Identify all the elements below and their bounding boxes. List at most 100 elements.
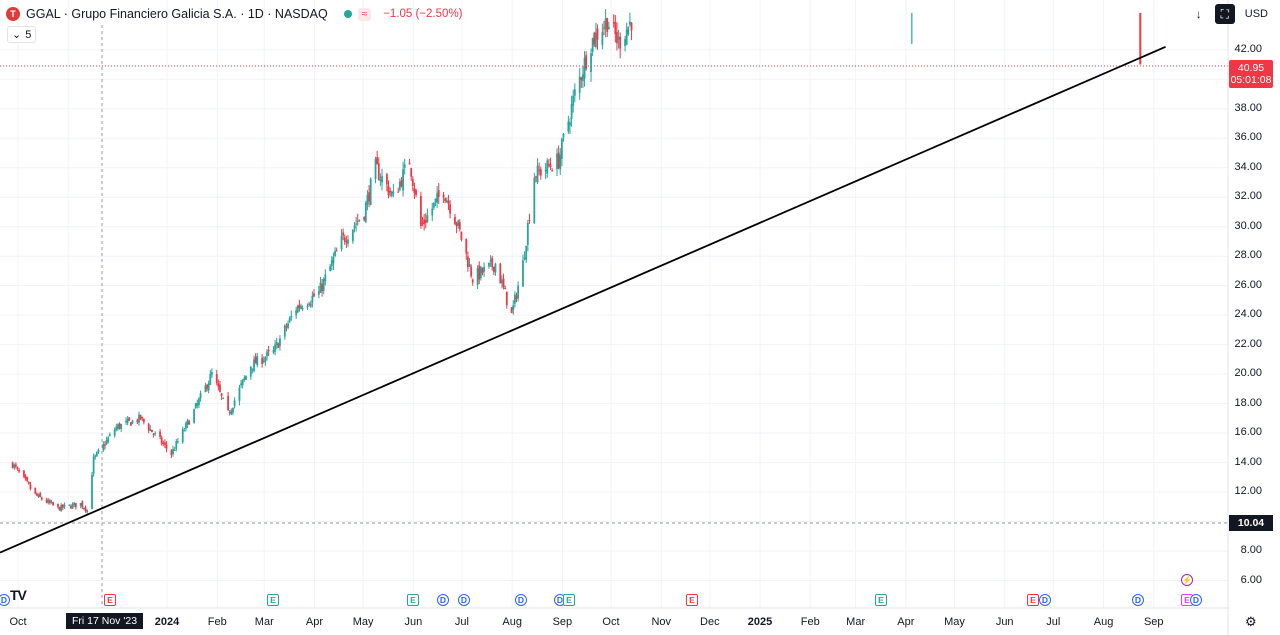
candle-body — [402, 169, 404, 191]
candle-body — [488, 262, 490, 267]
candle-body — [256, 356, 259, 366]
dividend-event-icon[interactable]: D — [458, 594, 470, 606]
earnings-event-icon[interactable]: E — [267, 594, 279, 606]
price-tick-label: 32.00 — [1234, 190, 1262, 203]
trend-line — [0, 45, 1166, 554]
candle-body — [593, 32, 596, 45]
candle-body — [117, 424, 119, 429]
candle-body — [68, 504, 71, 506]
dividend-event-icon[interactable]: D — [0, 594, 10, 606]
candle-body — [526, 222, 529, 245]
arrow-down-icon[interactable]: ↓ — [1195, 7, 1202, 21]
candle-body — [549, 164, 552, 168]
candle-body — [557, 152, 560, 169]
candle-body — [300, 306, 302, 309]
candle-body — [449, 204, 451, 214]
candle-body — [573, 89, 576, 96]
candle-body — [591, 38, 594, 52]
candle-body — [398, 181, 401, 190]
candle-body — [115, 426, 118, 430]
candle-body — [70, 506, 72, 509]
candle-body — [515, 295, 518, 299]
earnings-event-icon[interactable]: E — [875, 594, 887, 606]
currency-label[interactable]: USD — [1244, 8, 1268, 20]
price-tick-label: 42.00 — [1234, 42, 1262, 55]
candle-body — [570, 103, 573, 119]
price-tick-label: 30.00 — [1234, 219, 1262, 232]
dividend-event-icon[interactable]: D — [1039, 594, 1051, 606]
price-tick-label: 24.00 — [1234, 308, 1262, 321]
candle-body — [424, 219, 427, 224]
earnings-event-icon[interactable]: E — [686, 594, 698, 606]
candle-body — [107, 437, 110, 442]
candle-body — [125, 420, 127, 423]
indicators-toggle[interactable]: ⌄ 5 — [7, 26, 37, 43]
candle-body — [499, 263, 502, 284]
candle-body — [377, 163, 380, 180]
dividend-event-icon[interactable]: D — [515, 594, 527, 606]
candle-body — [442, 194, 445, 198]
candle-body — [501, 280, 503, 284]
time-tick-label: Nov — [651, 616, 671, 628]
candle-body — [356, 220, 359, 222]
gear-icon[interactable]: ⚙ — [1245, 614, 1257, 629]
candle-body — [504, 287, 507, 290]
candle-body — [154, 432, 157, 434]
candle-body — [421, 222, 424, 224]
candle-body — [298, 304, 301, 308]
candle-body — [353, 225, 356, 229]
time-tick-label: Jul — [454, 616, 469, 628]
candle-body — [342, 232, 345, 236]
candle-body — [363, 217, 366, 220]
time-tick-label: Feb — [207, 616, 227, 628]
candle-body — [536, 165, 539, 183]
candle-body — [397, 191, 400, 193]
dividend-event-icon[interactable]: D — [1132, 594, 1144, 606]
candle-body — [128, 417, 131, 421]
time-tick-label: Aug — [502, 616, 522, 628]
candle-body — [345, 241, 348, 243]
toolbar-right: ↓ ⛶ USD — [1189, 4, 1272, 24]
market-status-badge[interactable]: ≈ — [357, 7, 372, 21]
candle-body — [403, 164, 406, 168]
time-tick-label: Apr — [897, 616, 915, 628]
symbol-title[interactable]: GGAL · Grupo Financiero Galicia S.A. · 1… — [26, 7, 328, 21]
candle-body — [355, 223, 358, 225]
candle-body — [551, 170, 554, 172]
candle-body — [141, 417, 144, 419]
fullscreen-icon[interactable]: ⛶ — [1214, 4, 1235, 24]
candle-body — [91, 474, 93, 510]
candle-body — [262, 360, 265, 362]
candle-body — [594, 32, 597, 48]
earnings-event-icon[interactable]: E — [407, 594, 419, 606]
earnings-event-icon[interactable]: E — [563, 594, 575, 606]
candle-body — [400, 180, 403, 187]
candle-body — [470, 266, 473, 277]
candle-body — [624, 39, 626, 46]
current-price-value: 40.95 — [1237, 62, 1265, 74]
candle-body — [583, 57, 586, 79]
flash-icon[interactable]: ⚡ — [1181, 574, 1193, 586]
candle-body — [582, 74, 584, 82]
earnings-event-icon[interactable]: E — [104, 594, 116, 606]
candle-body — [142, 419, 145, 423]
grid-lines — [0, 0, 1228, 608]
dividend-event-icon[interactable]: D — [1190, 594, 1202, 606]
time-tick-label: Feb — [800, 616, 820, 628]
dividend-event-icon[interactable]: D — [437, 594, 449, 606]
candle-body — [413, 188, 416, 194]
time-tick-label: Dec — [700, 616, 720, 628]
tradingview-logo[interactable]: TV — [10, 587, 27, 603]
candle-body — [71, 504, 74, 509]
candle-body — [79, 503, 82, 506]
candle-body — [13, 464, 16, 468]
candle-body — [466, 256, 469, 268]
candle-body — [311, 295, 314, 303]
candle-body — [233, 400, 236, 407]
candle-body — [629, 21, 631, 25]
time-tick-label: Mar — [846, 616, 866, 628]
candle-body — [301, 308, 304, 310]
earnings-event-icon[interactable]: E — [1027, 594, 1039, 606]
candle-body — [351, 229, 354, 242]
